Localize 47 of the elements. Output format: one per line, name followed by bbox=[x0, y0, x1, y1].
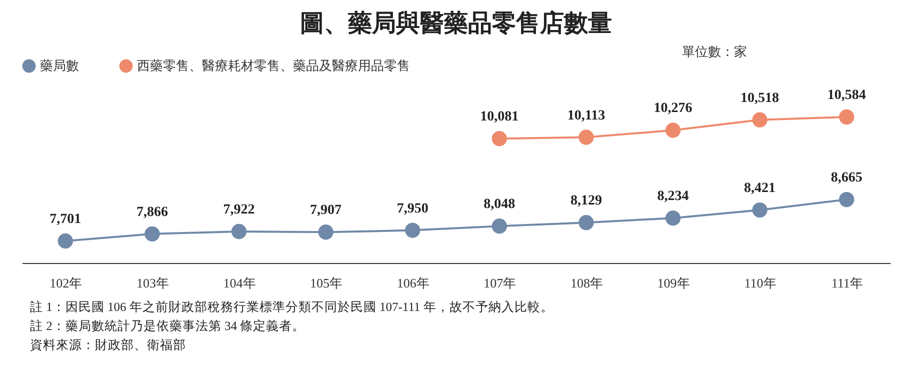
x-tick-label: 105年 bbox=[310, 276, 343, 290]
point bbox=[231, 224, 247, 240]
point bbox=[405, 222, 420, 238]
x-tick-label: 107年 bbox=[484, 276, 516, 290]
point bbox=[578, 215, 594, 230]
text: 註 2：藥局數統計乃是依藥事法第 34 條定義者。 bbox=[30, 318, 306, 335]
x-tick-label: 104年 bbox=[223, 276, 256, 290]
point bbox=[492, 218, 507, 234]
data-label: 7,907 bbox=[310, 203, 342, 218]
data-label: 7,701 bbox=[50, 212, 82, 227]
data-label: 8,421 bbox=[744, 181, 776, 196]
text: 單位數：家 bbox=[682, 44, 747, 59]
point bbox=[578, 130, 594, 145]
x-tick-label: 110年 bbox=[744, 276, 776, 290]
x-tick-label: 108年 bbox=[570, 276, 603, 290]
x-tick-label: 111年 bbox=[831, 276, 863, 290]
data-label: 10,081 bbox=[480, 110, 519, 125]
data-label: 8,665 bbox=[830, 170, 862, 186]
text: 註 1：因民國 106 年之前財政部稅務行業標準分類不同於民國 107-111 年，故不予納入比較。 bbox=[30, 299, 554, 316]
data-label: 10,276 bbox=[654, 101, 692, 116]
legend-label: 藥局數 bbox=[40, 58, 79, 73]
source-note: 資料來源：財政部、衛福部 bbox=[30, 337, 187, 354]
data-label: 10,584 bbox=[827, 88, 866, 103]
point bbox=[839, 192, 854, 208]
point bbox=[144, 226, 160, 242]
chart-title: 圖、藥局與醫藥品零售店數量 bbox=[300, 10, 612, 37]
data-label: 8,234 bbox=[657, 189, 689, 204]
point bbox=[752, 112, 768, 128]
legend-label: 西藥零售、醫療耗材零售、藥品及醫療用品零售 bbox=[137, 58, 410, 73]
point bbox=[58, 233, 73, 249]
x-tick-label: 103年 bbox=[136, 276, 169, 290]
point bbox=[839, 109, 854, 125]
x-tick-label: 102年 bbox=[50, 276, 82, 290]
data-label: 10,113 bbox=[567, 108, 606, 124]
point bbox=[665, 210, 681, 226]
data-label: 7,866 bbox=[136, 204, 168, 220]
point bbox=[665, 122, 681, 138]
point bbox=[752, 202, 768, 218]
point bbox=[318, 224, 334, 240]
data-label: 8,129 bbox=[570, 194, 602, 209]
data-label: 8,048 bbox=[484, 197, 516, 212]
data-label: 10,518 bbox=[740, 90, 780, 106]
x-tick-label: 109年 bbox=[657, 276, 690, 290]
x-tick-label: 106年 bbox=[396, 276, 430, 290]
data-label: 7,922 bbox=[223, 202, 255, 218]
data-label: 7,950 bbox=[396, 201, 428, 216]
point bbox=[492, 131, 507, 146]
